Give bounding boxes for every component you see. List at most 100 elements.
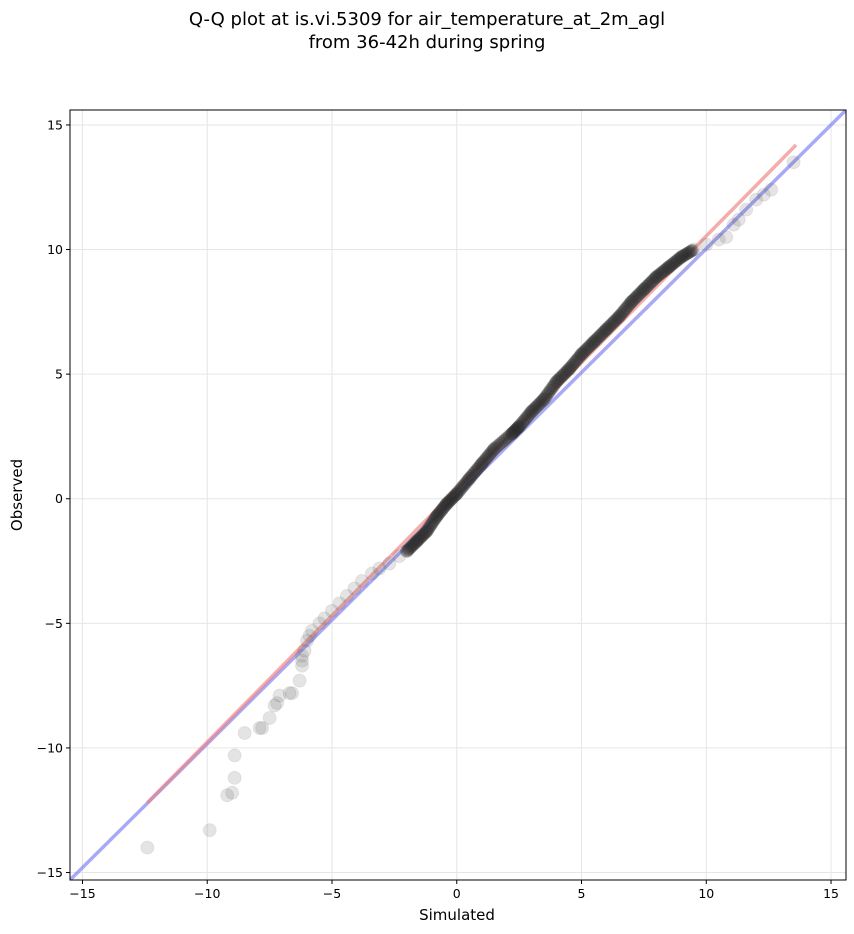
quantile-point-dense bbox=[486, 444, 500, 458]
quantile-point bbox=[549, 374, 564, 389]
quantile-point bbox=[399, 544, 414, 559]
quantile-point-dense bbox=[543, 383, 557, 397]
quantile-point-dense bbox=[526, 403, 540, 417]
quantile-point-dense bbox=[640, 279, 654, 293]
x-tick-label: −10 bbox=[194, 886, 220, 901]
quantile-point-dense bbox=[484, 446, 498, 460]
quantile-point-dense bbox=[676, 249, 690, 263]
quantile-point bbox=[347, 581, 362, 596]
quantile-point-dense bbox=[545, 381, 559, 395]
quantile-point bbox=[364, 566, 379, 581]
quantile-point-dense bbox=[449, 488, 463, 502]
quantile-point-dense bbox=[470, 462, 484, 476]
quantile-point-dense bbox=[624, 295, 638, 309]
quantile-point-dense bbox=[402, 542, 416, 556]
quantile-point-dense bbox=[674, 250, 688, 264]
quantile-point-dense bbox=[682, 245, 696, 259]
quantile-point-dense bbox=[554, 370, 568, 384]
quantile-point-dense bbox=[570, 353, 584, 367]
quantile-point-dense bbox=[439, 498, 453, 512]
quantile-point-dense bbox=[620, 300, 634, 314]
quantile-point-dense bbox=[401, 543, 415, 557]
quantile-point bbox=[354, 573, 369, 588]
quantile-point-dense bbox=[576, 346, 590, 360]
quantile-point-dense bbox=[599, 322, 613, 336]
quantile-point-dense bbox=[532, 397, 546, 411]
quantile-point-dense bbox=[444, 493, 458, 507]
quantile-point-dense bbox=[582, 339, 596, 353]
quantile-point-dense bbox=[419, 525, 433, 539]
quantile-point-dense bbox=[422, 520, 436, 534]
quantile-point bbox=[699, 237, 714, 252]
quantile-point-dense bbox=[405, 539, 419, 553]
y-tick-label: 10 bbox=[47, 242, 63, 257]
x-tick-label: 10 bbox=[698, 886, 714, 901]
quantile-point-dense bbox=[473, 459, 487, 473]
quantile-point-dense bbox=[665, 257, 679, 271]
quantile-point bbox=[512, 419, 527, 434]
quantile-point-dense bbox=[609, 313, 623, 327]
quantile-point-dense bbox=[465, 468, 479, 482]
quantile-point-dense bbox=[553, 372, 567, 386]
quantile-point-dense bbox=[476, 455, 490, 469]
quantile-point-dense bbox=[494, 436, 508, 450]
quantile-point-dense bbox=[400, 544, 414, 558]
quantile-point-dense bbox=[581, 341, 595, 355]
quantile-point-dense bbox=[671, 253, 685, 267]
quantile-point-dense bbox=[564, 360, 578, 374]
quantile-point bbox=[272, 688, 287, 703]
quantile-point bbox=[339, 588, 354, 603]
quantile-point-dense bbox=[557, 367, 571, 381]
quantile-point-dense bbox=[679, 247, 693, 261]
quantile-point-dense bbox=[407, 537, 421, 551]
quantile-point-dense bbox=[634, 286, 648, 300]
quantile-point-dense bbox=[430, 509, 444, 523]
quantile-point-dense bbox=[511, 420, 525, 434]
quantile-point-dense bbox=[415, 529, 429, 543]
quantile-point-dense bbox=[445, 492, 459, 506]
quantile-point-dense bbox=[542, 386, 556, 400]
quantile-point-dense bbox=[662, 260, 676, 274]
quantile-point-dense bbox=[464, 470, 478, 484]
quantile-point-dense bbox=[601, 321, 615, 335]
x-tick-label: 5 bbox=[578, 886, 586, 901]
quantile-point-dense bbox=[462, 472, 476, 486]
quantile-point bbox=[524, 404, 539, 419]
x-tick-label: 15 bbox=[823, 886, 839, 901]
quantile-point bbox=[227, 748, 242, 763]
quantile-point-dense bbox=[617, 304, 631, 318]
quantile-point-dense bbox=[646, 273, 660, 287]
quantile-point-dense bbox=[447, 489, 461, 503]
quantile-point-dense bbox=[456, 479, 470, 493]
quantile-point bbox=[237, 725, 252, 740]
quantile-point-dense bbox=[531, 398, 545, 412]
quantile-point-dense bbox=[432, 506, 446, 520]
quantile-point bbox=[292, 673, 307, 688]
quantile-points bbox=[140, 155, 801, 855]
quantile-point-dense bbox=[670, 254, 684, 268]
quantile-point bbox=[429, 509, 444, 524]
quantile-point-dense bbox=[579, 343, 593, 357]
quantile-point-dense bbox=[507, 424, 521, 438]
line-layer bbox=[70, 110, 846, 880]
quantile-point-dense bbox=[440, 497, 454, 511]
quantile-point-dense bbox=[612, 310, 626, 324]
quantile-point-dense bbox=[404, 540, 418, 554]
quantile-point bbox=[686, 242, 701, 257]
quantile-point-dense bbox=[425, 517, 439, 531]
quantile-point-dense bbox=[685, 243, 699, 257]
quantile-point-dense bbox=[590, 332, 604, 346]
quantile-point bbox=[202, 823, 217, 838]
quantile-point-dense bbox=[645, 275, 659, 289]
quantile-point-dense bbox=[427, 513, 441, 527]
quantile-point bbox=[305, 623, 320, 638]
tick-layer: −15 −10 −5 0 5 10 15 −15 −10 −5 0 5 10 15 bbox=[37, 117, 839, 901]
quantile-point-dense bbox=[681, 246, 695, 260]
quantile-point-dense bbox=[618, 302, 632, 316]
quantile-point-dense bbox=[587, 335, 601, 349]
quantile-point-dense bbox=[426, 515, 440, 529]
quantile-point bbox=[262, 711, 277, 726]
quantile-point-dense bbox=[436, 501, 450, 515]
quantile-point bbox=[586, 334, 601, 349]
quantile-point bbox=[282, 686, 297, 701]
